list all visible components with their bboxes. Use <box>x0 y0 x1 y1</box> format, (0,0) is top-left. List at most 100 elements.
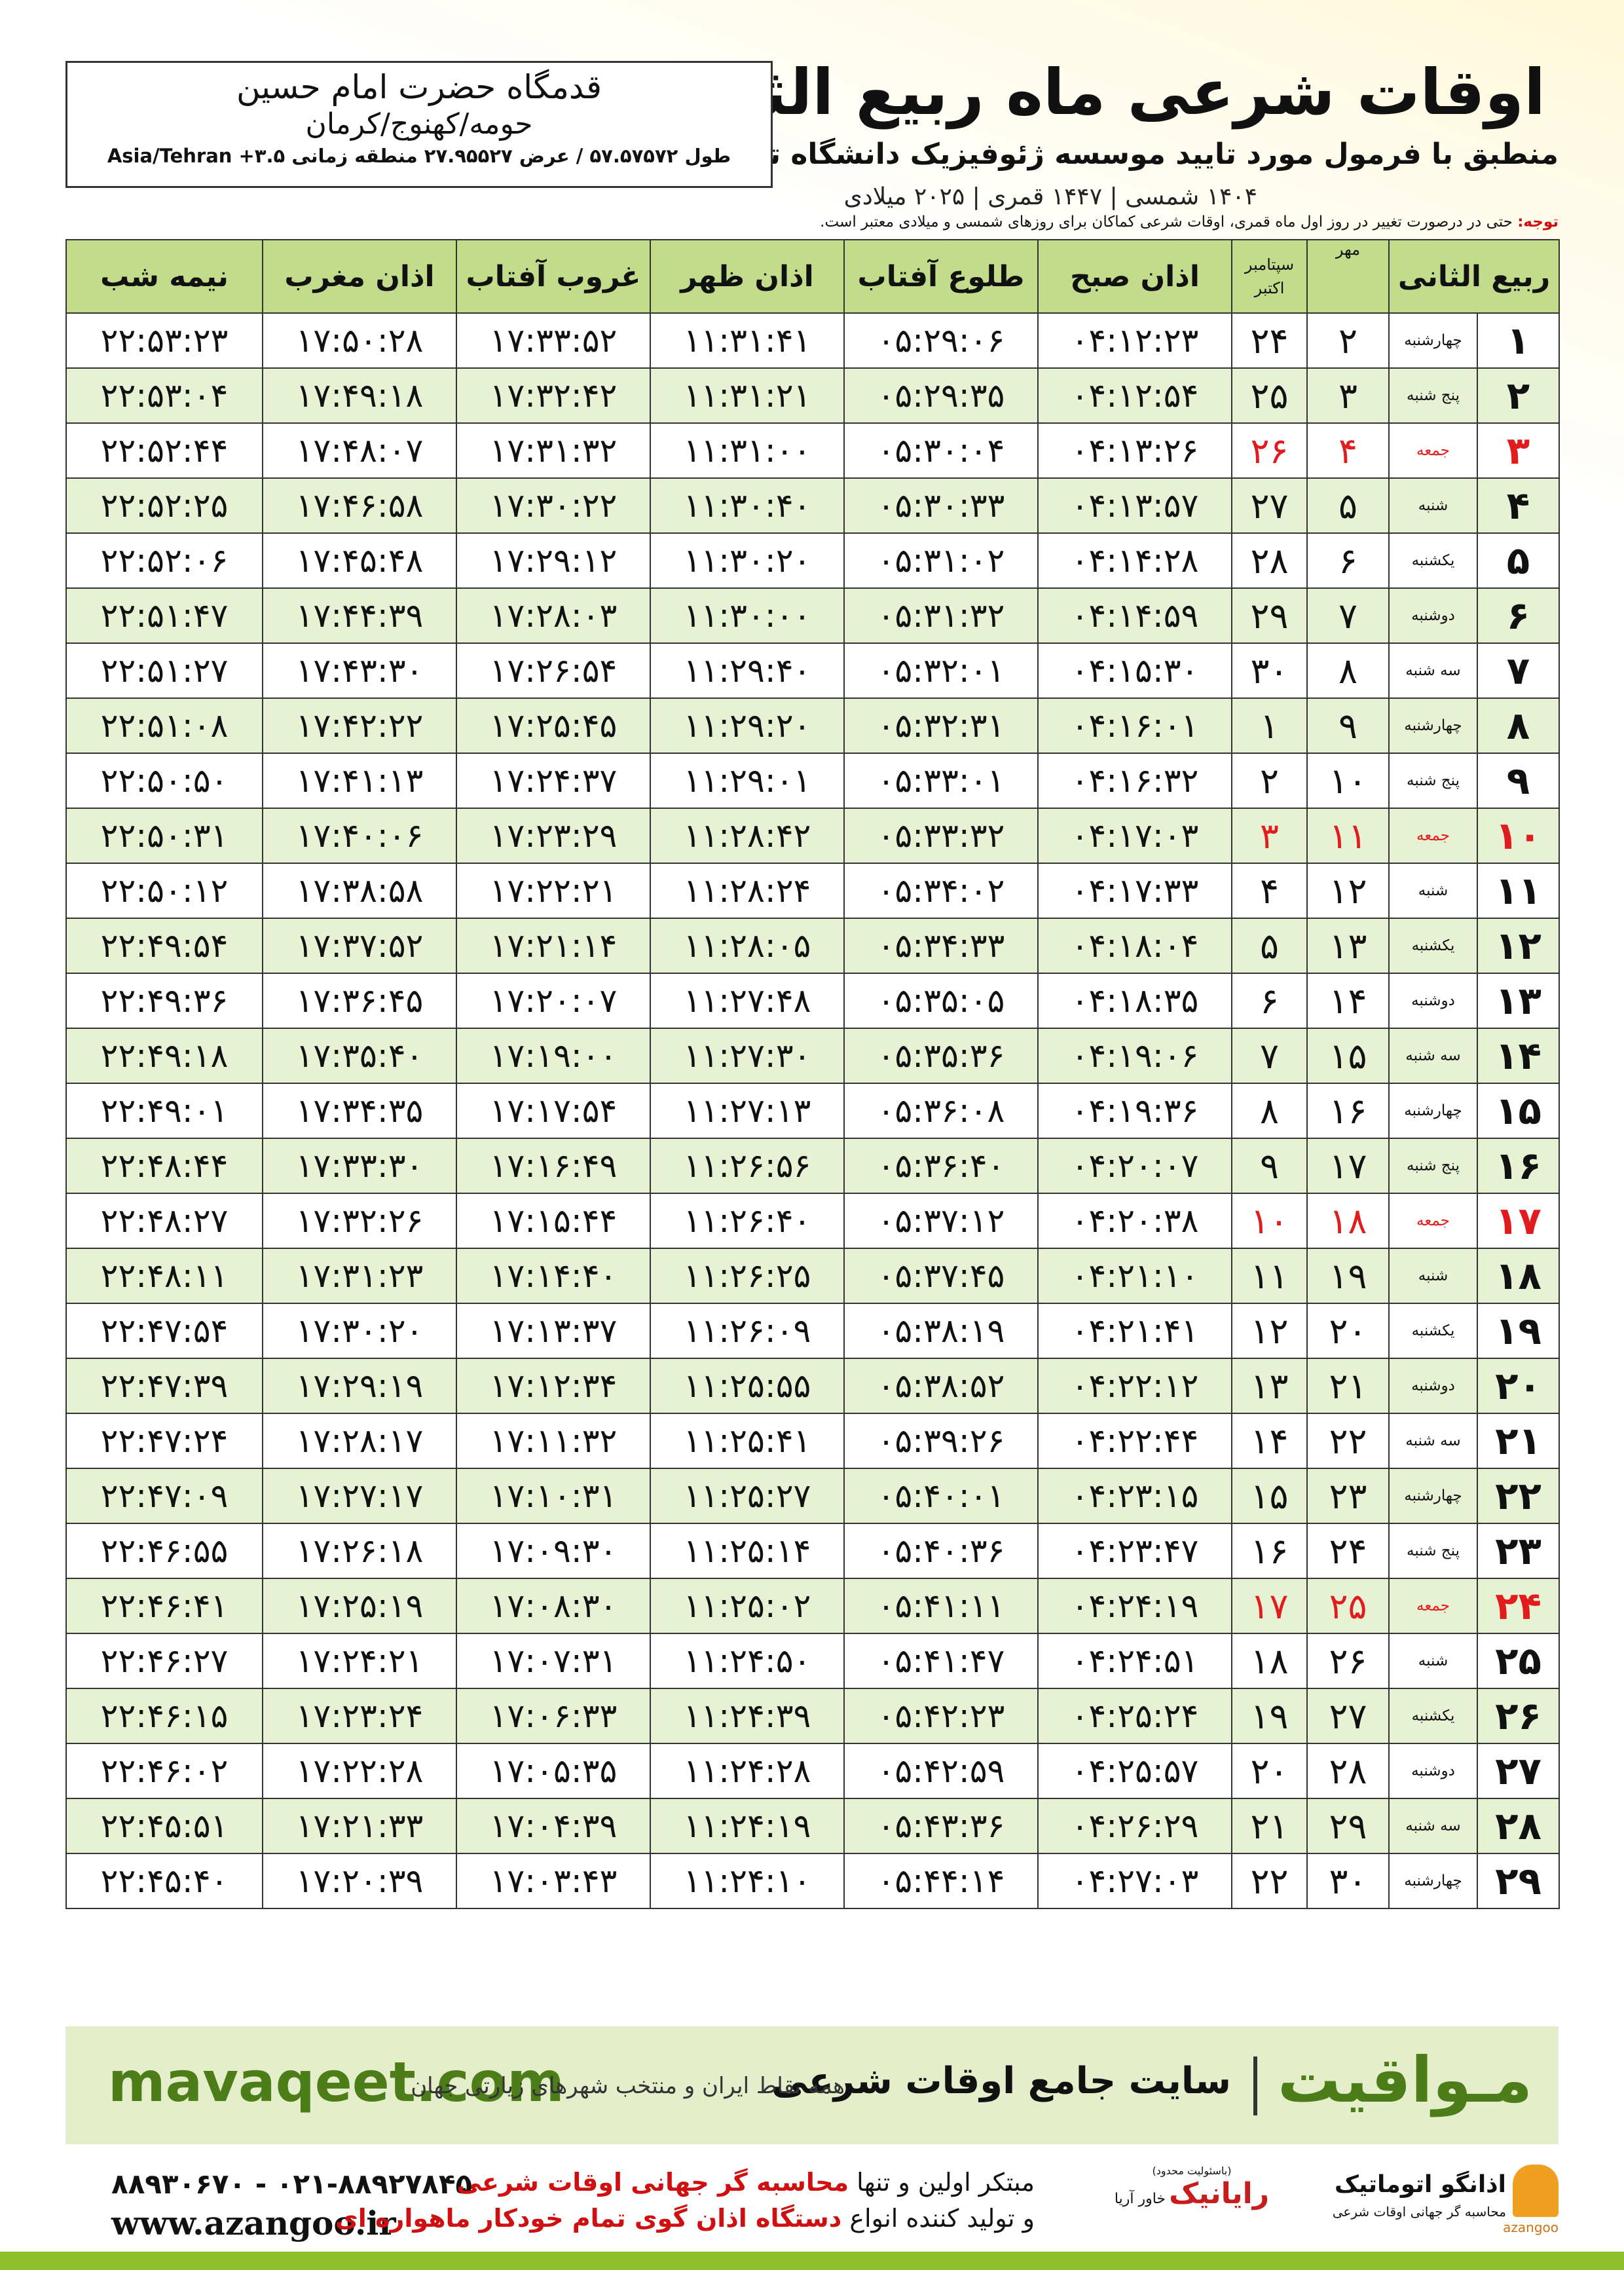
table-cell: ۰۴:۱۵:۳۰ <box>1037 642 1232 699</box>
table-cell: ۰۴:۲۱:۴۱ <box>1037 1303 1232 1359</box>
table-cell: ۷ <box>1477 642 1560 699</box>
table-cell: ۶ <box>1306 532 1390 589</box>
table-row: ۱۸ شنبه ۱۹ ۱۱ ۰۴:۲۱:۱۰ ۰۵:۳۷:۴۵ ۱۱:۲۶:۲۵ ۱۷:۱۴:… <box>65 1248 1560 1304</box>
logo-text: اذانگو اتوماتیک <box>1334 2171 1506 2198</box>
table-cell: ۱۷:۰۵:۳۵ <box>456 1743 651 1799</box>
table-cell: ۱۵ <box>1477 1083 1560 1139</box>
table-cell: ۰۵:۳۸:۵۲ <box>843 1358 1039 1414</box>
table-cell: ۰۴:۱۲:۲۳ <box>1037 312 1232 369</box>
table-cell: ۲۰ <box>1231 1743 1308 1799</box>
table-cell: ۱۷ <box>1306 1138 1390 1194</box>
table-row: ۲۱ سه شنبه ۲۲ ۱۴ ۰۴:۲۲:۴۴ ۰۵:۳۹:۲۶ ۱۱:۲۵:۴۱ ۱۷:… <box>65 1413 1560 1469</box>
table-cell: ۱۱:۲۴:۱۹ <box>650 1798 845 1854</box>
website[interactable]: www.azangoo.ir <box>111 2204 396 2242</box>
table-cell: ۲۲ <box>1231 1853 1308 1909</box>
table-row: ۲۲ چهارشنبه ۲۳ ۱۵ ۰۴:۲۳:۱۵ ۰۵:۴۰:۰۱ ۱۱:۲۵:۲۷ ۱۷… <box>65 1468 1560 1524</box>
table-cell: ۰۴:۲۵:۲۴ <box>1037 1688 1232 1744</box>
table-cell: ۱۴ <box>1306 973 1390 1029</box>
header-cell: اذان مغرب <box>262 239 457 314</box>
table-cell: ۱۷:۰۷:۳۱ <box>456 1633 651 1689</box>
prayer-table: ربیع الثانی مهر سپتامبر اکتبر اذان صبح طل… <box>65 239 1560 1909</box>
table-cell: ۲۲:۴۹:۰۱ <box>65 1083 263 1139</box>
table-cell: ۲۲:۵۱:۰۸ <box>65 698 263 754</box>
table-cell: ۰۵:۳۹:۲۶ <box>843 1413 1039 1469</box>
logo-sub: خاور آریا <box>1114 2191 1166 2207</box>
table-cell: ۱۲ <box>1231 1303 1308 1359</box>
table-cell: ۱۹ <box>1306 1248 1390 1304</box>
header-cell: ربیع الثانی <box>1388 239 1560 314</box>
table-cell: ۱۰ <box>1477 808 1560 864</box>
logo-note: (باسئولیت محدود) <box>1152 2165 1232 2177</box>
table-cell: ۲۲:۵۱:۲۷ <box>65 642 263 699</box>
table-cell: ۱۷ <box>1231 1578 1308 1634</box>
table-row: ۱ چهارشنبه ۲ ۲۴ ۰۴:۱۲:۲۳ ۰۵:۲۹:۰۶ ۱۱:۳۱:۴۱ ۱۷:۳… <box>65 312 1560 369</box>
table-cell: ۰۴:۲۱:۱۰ <box>1037 1248 1232 1304</box>
table-cell: ۱۷:۴۱:۱۳ <box>262 753 457 809</box>
table-cell: ۱۱:۳۰:۰۰ <box>650 587 845 644</box>
promo-highlight: محاسبه گر جهانی اوقات شرعی <box>456 2168 849 2197</box>
table-cell: ۱۱ <box>1306 808 1390 864</box>
table-cell: پنج شنبه <box>1388 753 1478 809</box>
table-cell: ۲۳ <box>1306 1468 1390 1524</box>
table-row: ۲ پنج شنبه ۳ ۲۵ ۰۴:۱۲:۵۴ ۰۵:۲۹:۳۵ ۱۱:۳۱:۲۱ ۱۷:۳… <box>65 367 1560 424</box>
table-cell: ۲۱ <box>1477 1413 1560 1469</box>
table-cell: چهارشنبه <box>1388 1468 1478 1524</box>
table-row: ۲۴ جمعه ۲۵ ۱۷ ۰۴:۲۴:۱۹ ۰۵:۴۱:۱۱ ۱۱:۲۵:۰۲ ۱۷:۰۸:… <box>65 1578 1560 1634</box>
table-cell: ۲ <box>1477 367 1560 424</box>
table-cell: ۰۵:۳۱:۳۲ <box>843 587 1039 644</box>
table-cell: ۱۷:۳۲:۲۶ <box>262 1193 457 1249</box>
table-cell: ۱۷:۳۲:۴۲ <box>456 367 651 424</box>
slogan: سایت جامع اوقات شرعی <box>771 2060 1231 2102</box>
table-cell: ۳ <box>1477 422 1560 479</box>
table-cell: ۱۱:۲۴:۲۸ <box>650 1743 845 1799</box>
table-cell: ۱۱:۲۷:۱۳ <box>650 1083 845 1139</box>
table-cell: ۱۷:۳۰:۲۲ <box>456 477 651 534</box>
brand: مـواقیت <box>1277 2043 1532 2117</box>
table-cell: ۰۴:۱۳:۵۷ <box>1037 477 1232 534</box>
table-cell: ۲۲:۴۶:۲۷ <box>65 1633 263 1689</box>
table-cell: ۲۲:۵۲:۲۵ <box>65 477 263 534</box>
table-cell: ۱۷:۲۷:۱۷ <box>262 1468 457 1524</box>
table-cell: ۰۵:۳۶:۰۸ <box>843 1083 1039 1139</box>
table-cell: ۱۷:۰۳:۴۳ <box>456 1853 651 1909</box>
table-cell: ۲۲:۵۰:۵۰ <box>65 753 263 809</box>
table-cell: جمعه <box>1388 422 1478 479</box>
logo-text: رایانیک <box>1169 2177 1270 2210</box>
table-cell: ۱۷:۲۴:۲۱ <box>262 1633 457 1689</box>
table-cell: ۱۱:۲۵:۰۲ <box>650 1578 845 1634</box>
table-cell: ۱۷:۲۲:۲۱ <box>456 863 651 919</box>
table-row: ۱۹ یکشنبه ۲۰ ۱۲ ۰۴:۲۱:۴۱ ۰۵:۳۸:۱۹ ۱۱:۲۶:۰۹ ۱۷:۱… <box>65 1303 1560 1359</box>
table-cell: ۲۲:۴۶:۵۵ <box>65 1523 263 1579</box>
table-cell: شنبه <box>1388 1633 1478 1689</box>
table-cell: چهارشنبه <box>1388 312 1478 369</box>
table-cell: ۱۷:۲۱:۳۳ <box>262 1798 457 1854</box>
table-cell: ۸ <box>1231 1083 1308 1139</box>
table-cell: ۱۷:۲۰:۰۷ <box>456 973 651 1029</box>
table-cell: ۰۴:۱۸:۰۴ <box>1037 918 1232 974</box>
table-cell: جمعه <box>1388 1578 1478 1634</box>
table-cell: ۱۷:۲۶:۱۸ <box>262 1523 457 1579</box>
table-row: ۶ دوشنبه ۷ ۲۹ ۰۴:۱۴:۵۹ ۰۵:۳۱:۳۲ ۱۱:۳۰:۰۰ ۱۷:۲۸:… <box>65 587 1560 644</box>
table-cell: ۰۵:۳۷:۴۵ <box>843 1248 1039 1304</box>
table-cell: ۱۹ <box>1477 1303 1560 1359</box>
table-cell: ۳۰ <box>1306 1853 1390 1909</box>
table-cell: ۰۴:۲۴:۱۹ <box>1037 1578 1232 1634</box>
table-cell: ۱ <box>1231 698 1308 754</box>
table-cell: ۱۷:۳۸:۵۸ <box>262 863 457 919</box>
table-cell: ۱۱:۲۵:۴۱ <box>650 1413 845 1469</box>
table-cell: ۲۲:۴۷:۳۹ <box>65 1358 263 1414</box>
table-cell: ۱۷:۴۵:۴۸ <box>262 532 457 589</box>
bottom-stripe <box>0 2252 1624 2270</box>
table-cell: سه شنبه <box>1388 642 1478 699</box>
table-cell: ۰۵:۴۰:۳۶ <box>843 1523 1039 1579</box>
table-cell: ۱۱:۳۱:۲۱ <box>650 367 845 424</box>
table-cell: ۲۶ <box>1477 1688 1560 1744</box>
table-cell: ۱۱:۲۴:۱۰ <box>650 1853 845 1909</box>
header-cell: اذان ظهر <box>650 239 845 314</box>
table-cell: ۱۱:۲۷:۳۰ <box>650 1028 845 1084</box>
site-url[interactable]: mavaqeet.com <box>108 2050 564 2114</box>
table-cell: ۰۴:۱۷:۰۳ <box>1037 808 1232 864</box>
promo-line: و تولید کننده انواع دستگاه اذان گوی تمام… <box>335 2204 1035 2233</box>
table-cell: ۱۵ <box>1231 1468 1308 1524</box>
